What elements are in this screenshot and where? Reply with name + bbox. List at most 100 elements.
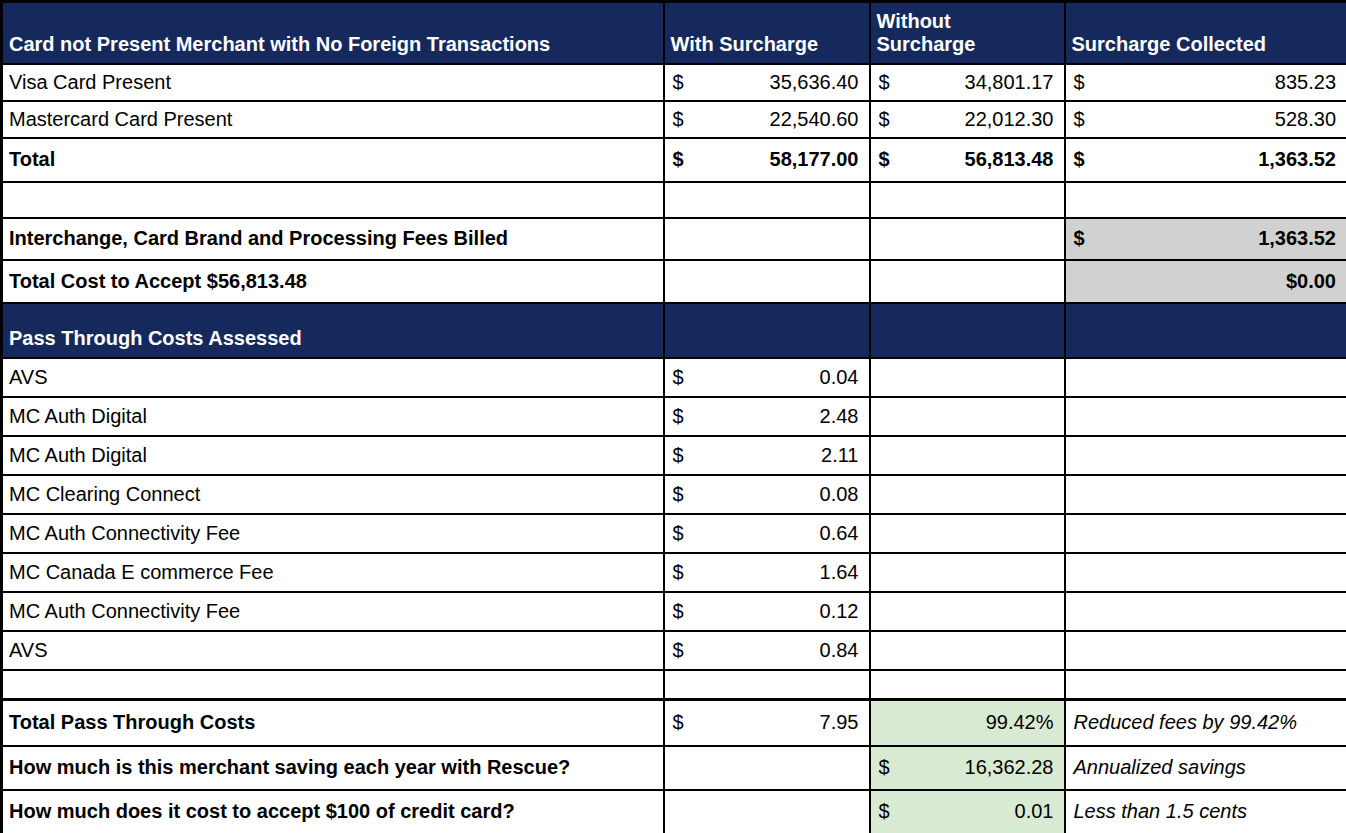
empty-cell [870,260,1065,303]
empty-cell [870,218,1065,260]
table-row-total-cost: Total Cost to Accept $56,813.48 $0.00 [2,260,1346,303]
fee-row: MC Auth Connectivity Fee $0.64 [2,514,1346,553]
currency-symbol: $ [879,148,890,171]
empty-cell [1065,670,1346,700]
empty-cell [870,397,1065,436]
fee-row: MC Auth Digital $2.48 [2,397,1346,436]
fee-row: AVS $0.84 [2,631,1346,670]
pass-through-section-title-cell: Pass Through Costs Assessed [2,303,664,358]
interchange-fees-amount-cell: $1,363.52 [1065,218,1346,260]
fee-label: AVS [2,358,664,397]
total-surcharge-collected-cell: $1,363.52 [1065,138,1346,182]
amount: 1,363.52 [1258,227,1336,250]
fee-amount-cell: $0.12 [664,592,870,631]
empty-cell [1065,631,1346,670]
currency-symbol: $ [673,444,684,467]
fee-amount-cell: $2.11 [664,436,870,475]
amount: 0.08 [820,483,859,506]
table-header-row: Card not Present Merchant with No Foreig… [2,2,1346,64]
header-cell-with-surcharge: With Surcharge [664,2,870,64]
annual-savings-note: Annualized savings [1065,746,1346,790]
empty-cell [870,631,1065,670]
currency-symbol: $ [673,561,684,584]
mastercard-without-surcharge-cell: $22,012.30 [870,101,1065,138]
empty-cell [870,553,1065,592]
currency-symbol: $ [673,405,684,428]
empty-cell [2,182,664,218]
empty-cell [664,670,870,700]
amount: 528.30 [1275,108,1336,131]
amount: 0.01 [1015,800,1054,823]
amount: 0.84 [820,639,859,662]
total-pass-through-label: Total Pass Through Costs [2,700,664,746]
fee-row: MC Clearing Connect $0.08 [2,475,1346,514]
cost-per-100-amount-cell: $0.01 [870,790,1065,833]
empty-cell [870,182,1065,218]
col-header-with-surcharge: With Surcharge [665,29,869,63]
empty-cell [870,514,1065,553]
fee-row: MC Auth Connectivity Fee $0.12 [2,592,1346,631]
fee-label: MC Clearing Connect [2,475,664,514]
empty-cell [664,218,870,260]
header-cell-surcharge-collected: Surcharge Collected [1065,2,1346,64]
total-with-surcharge-cell: $58,177.00 [664,138,870,182]
currency-symbol: $ [1074,108,1085,131]
empty-cell [870,670,1065,700]
empty-cell [1065,303,1346,358]
currency-symbol: $ [673,522,684,545]
section-header-pass-through: Pass Through Costs Assessed [2,303,1346,358]
interchange-fees-label: Interchange, Card Brand and Processing F… [2,218,664,260]
fee-label: AVS [2,631,664,670]
mastercard-with-surcharge-cell: $22,540.60 [664,101,870,138]
currency-symbol: $ [673,711,684,734]
amount: 0.12 [820,600,859,623]
currency-symbol: $ [1074,148,1085,171]
mastercard-label: Mastercard Card Present [2,101,664,138]
total-cost-label: Total Cost to Accept $56,813.48 [2,260,664,303]
total-pass-through-amount-cell: $7.95 [664,700,870,746]
table-row-annual-savings: How much is this merchant saving each ye… [2,746,1346,790]
table-row-mastercard: Mastercard Card Present $22,540.60 $22,0… [2,101,1346,138]
fee-row: MC Auth Digital $2.11 [2,436,1346,475]
amount: 0.04 [820,366,859,389]
annual-savings-question: How much is this merchant saving each ye… [2,746,664,790]
empty-cell [1065,592,1346,631]
header-cell-merchant-title: Card not Present Merchant with No Foreig… [2,2,664,64]
empty-cell [664,260,870,303]
fee-label: MC Auth Connectivity Fee [2,514,664,553]
mastercard-surcharge-collected-cell: $528.30 [1065,101,1346,138]
amount: 835.23 [1275,71,1336,94]
col-header-surcharge-collected: Surcharge Collected [1066,29,1346,63]
empty-cell [1065,182,1346,218]
cost-per-100-question: How much does it cost to accept $100 of … [2,790,664,833]
amount: 16,362.28 [965,756,1054,779]
visa-with-surcharge-cell: $35,636.40 [664,64,870,101]
total-without-surcharge-cell: $56,813.48 [870,138,1065,182]
empty-cell [870,475,1065,514]
empty-cell [1065,436,1346,475]
empty-cell [870,436,1065,475]
currency-symbol: $ [879,71,890,94]
fee-label: MC Auth Digital [2,436,664,475]
reduction-note: Reduced fees by 99.42% [1065,700,1346,746]
amount: 7.95 [820,711,859,734]
empty-cell [664,790,870,833]
fee-amount-cell: $0.64 [664,514,870,553]
fee-label: MC Auth Connectivity Fee [2,592,664,631]
table-row-cost-per-100: How much does it cost to accept $100 of … [2,790,1346,833]
amount: 0.64 [820,522,859,545]
total-cost-amount-cell: $0.00 [1065,260,1346,303]
currency-symbol: $ [673,600,684,623]
amount: 1.64 [820,561,859,584]
table-row-total: Total $58,177.00 $56,813.48 $1,363.52 [2,138,1346,182]
col-header-without-surcharge: Without Surcharge [871,6,1064,63]
currency-symbol: $ [673,366,684,389]
amount: 22,540.60 [770,108,859,131]
fee-label: MC Canada E commerce Fee [2,553,664,592]
spacer-row [2,182,1346,218]
fee-amount-cell: $2.48 [664,397,870,436]
empty-cell [870,303,1065,358]
currency-symbol: $ [1074,71,1085,94]
empty-cell [870,358,1065,397]
header-cell-without-surcharge: Without Surcharge [870,2,1065,64]
